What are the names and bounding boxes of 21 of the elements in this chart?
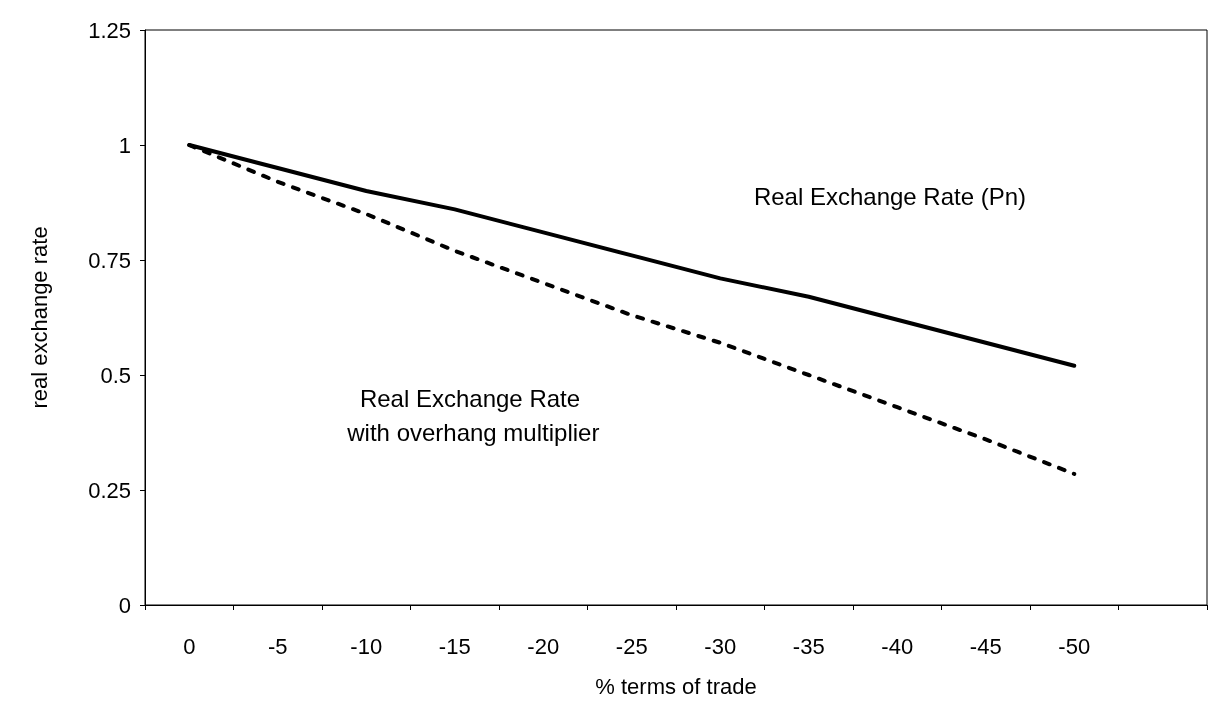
x-tick-label: -45 — [969, 633, 1002, 659]
y-tick-label: 0.75 — [88, 247, 131, 273]
x-tick-label: -50 — [1058, 633, 1091, 659]
y-axis-title: real exchange rate — [26, 226, 52, 409]
y-tick-label: 1 — [118, 132, 131, 158]
y-tick-label: 0 — [118, 592, 131, 618]
x-axis-title: % terms of trade — [595, 673, 757, 699]
y-tick-label: 0.25 — [88, 477, 131, 503]
x-tick-label: -10 — [350, 633, 383, 659]
annotation: Real Exchange Rate (Pn) — [753, 182, 1027, 210]
annotation: Real Exchange Rate with overhang multiplier — [340, 384, 600, 446]
x-tick-label: -5 — [267, 633, 288, 659]
x-tick-label: -35 — [792, 633, 825, 659]
x-tick-label: 0 — [183, 633, 196, 659]
y-tick-label: 1.25 — [88, 17, 131, 43]
x-tick-label: -20 — [527, 633, 560, 659]
x-tick-label: -25 — [615, 633, 648, 659]
x-tick-label: -15 — [438, 633, 471, 659]
x-tick-label: -40 — [881, 633, 914, 659]
x-tick-label: -30 — [704, 633, 737, 659]
y-tick-label: 0.5 — [100, 362, 131, 388]
